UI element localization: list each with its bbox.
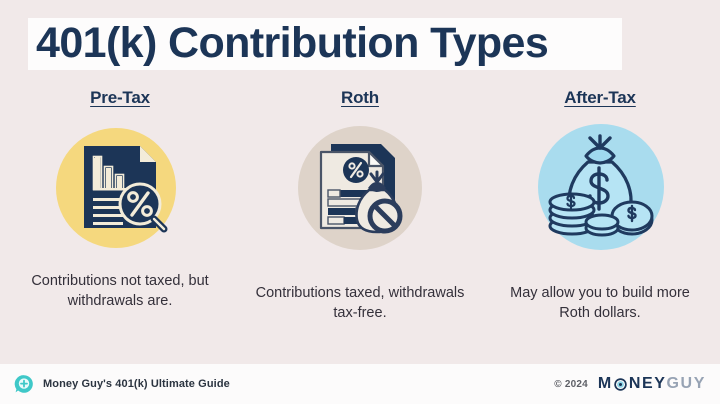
icon-wrap-roth: [290, 118, 430, 253]
icon-wrap-after-tax: [530, 118, 670, 253]
column-heading-pre-tax: Pre-Tax: [90, 88, 150, 107]
target-o-icon: [614, 377, 628, 391]
document-bar-chart-magnifier-percent-icon: [84, 145, 168, 232]
title-highlight-band: [28, 18, 622, 70]
plus-circle-icon: [14, 375, 33, 393]
page-title: 401(k) Contribution Types: [36, 19, 549, 67]
copyright-text: © 2024: [554, 378, 588, 390]
column-caption-pre-tax: Contributions not taxed, but withdrawals…: [31, 273, 209, 309]
column-heading-roth: Roth: [341, 88, 379, 107]
column-caption-after-tax: May allow you to build more Roth dollars…: [510, 285, 690, 321]
column-pre-tax: Pre-Tax: [0, 88, 240, 311]
logo-text-m: M: [597, 375, 613, 392]
icon-wrap-pre-tax: [50, 118, 190, 253]
column-caption-roth: Contributions taxed, withdrawals tax-fre…: [255, 285, 465, 321]
contribution-type-columns: Pre-Tax: [0, 88, 720, 346]
logo-text-guy: GUY: [666, 375, 706, 392]
title-section: 401(k) Contribution Types: [0, 12, 720, 74]
moneyguy-logo[interactable]: M NEY GUY: [598, 375, 706, 393]
footer-branding: © 2024 M NEY GUY: [554, 375, 706, 393]
column-roth: Roth: [240, 88, 480, 323]
document-percent-money-bag-prohibited-icon: [319, 143, 403, 233]
logo-text-ney: NEY: [628, 375, 667, 392]
column-heading-after-tax: After-Tax: [564, 88, 636, 107]
money-bag-coin-stacks-icon: [548, 133, 654, 236]
footer-bar: Money Guy's 401(k) Ultimate Guide © 2024…: [0, 364, 720, 404]
footer-guide-label: Money Guy's 401(k) Ultimate Guide: [43, 378, 230, 390]
footer-guide-link[interactable]: Money Guy's 401(k) Ultimate Guide: [14, 374, 230, 394]
column-after-tax: After-Tax: [480, 88, 720, 323]
